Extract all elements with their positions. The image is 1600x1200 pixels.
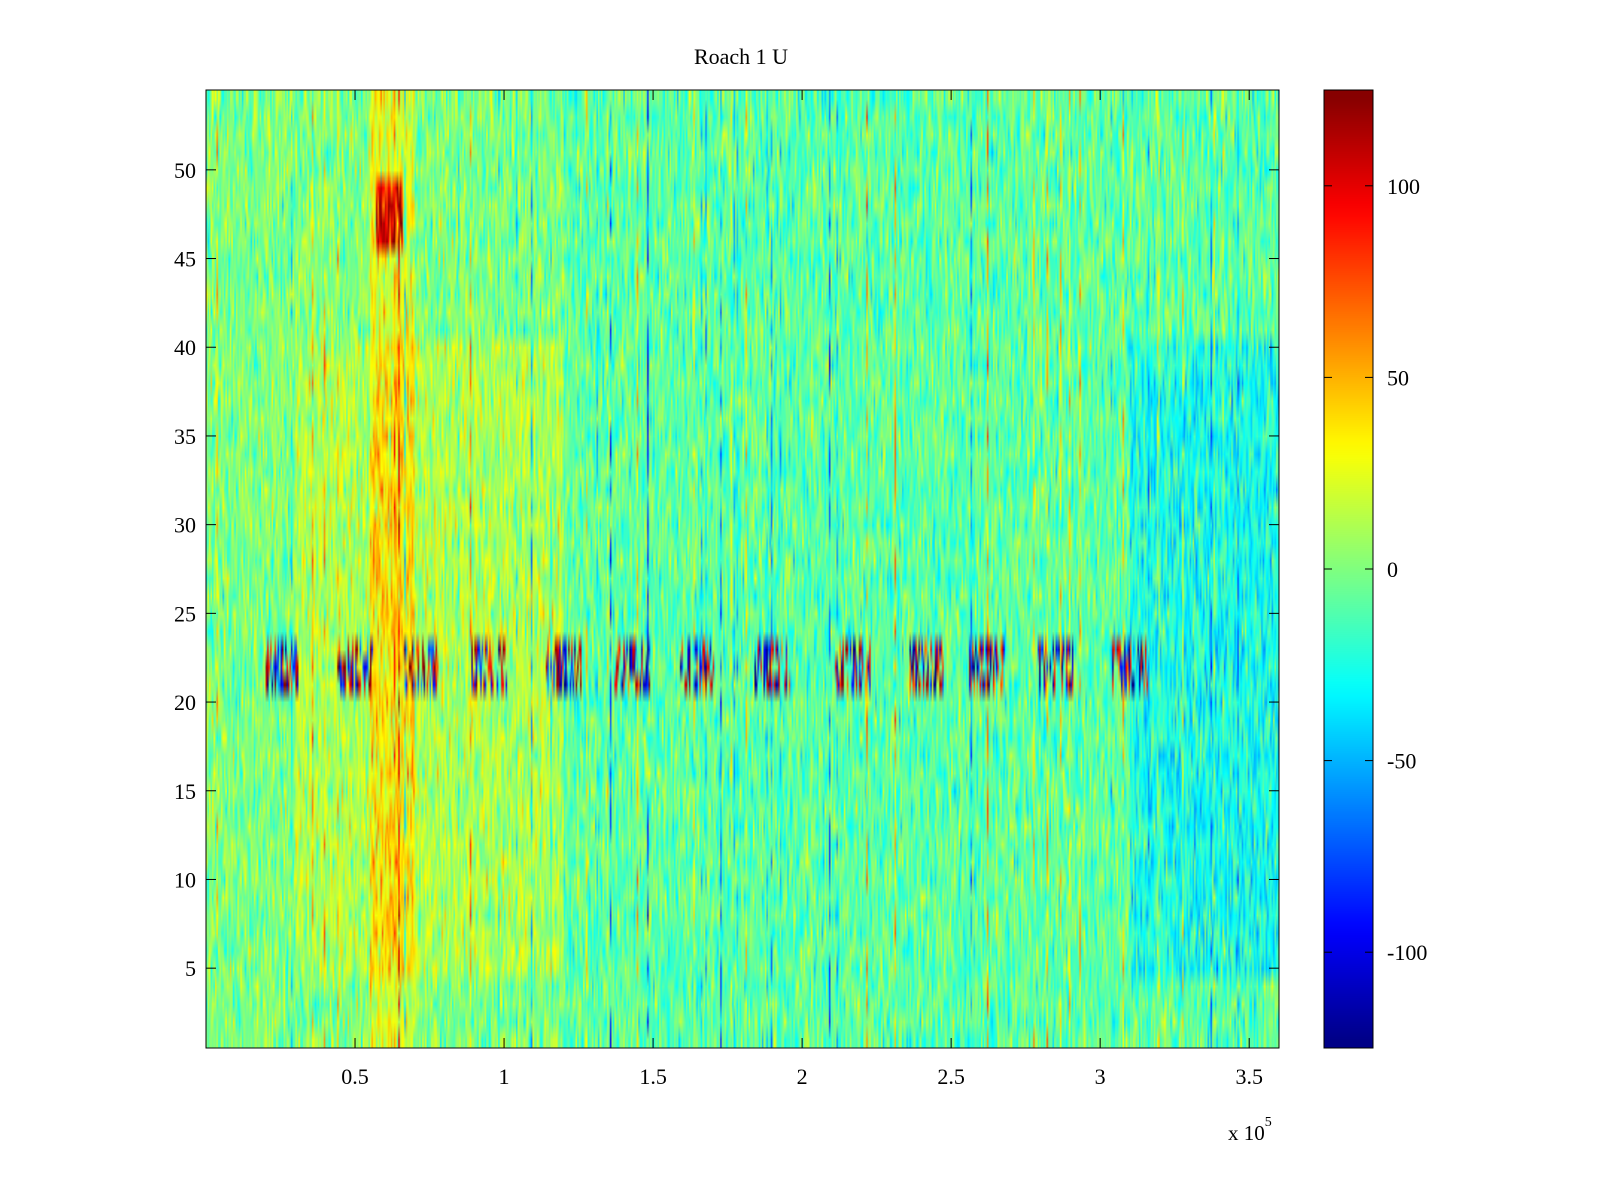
y-tick-label: 25 [174,601,196,626]
x-tick-label: 2 [797,1064,808,1089]
x-tick-label: 3.5 [1235,1064,1263,1089]
heatmap-image [206,90,1279,1048]
y-axis: 5 10 15 20 25 30 35 40 45 50 [174,158,1279,981]
colorbar-tick-label: -100 [1387,940,1427,965]
x-tick-label: 3 [1095,1064,1106,1089]
y-tick-label: 50 [174,158,196,183]
chart-title: Roach 1 U [694,44,788,69]
colorbar-tick-label: -50 [1387,749,1416,774]
y-tick-label: 40 [174,335,196,360]
colorbar-tick-label: 100 [1387,174,1420,199]
x-tick-label: 1.5 [639,1064,667,1089]
colorbar-tick-label: 0 [1387,557,1398,582]
y-tick-label: 30 [174,513,196,538]
x-tick-label: 0.5 [341,1064,369,1089]
colorbar-image [1324,90,1373,1048]
y-tick-label: 5 [185,956,196,981]
colorbar-tick-label: 50 [1387,365,1409,390]
x-tick-label: 2.5 [937,1064,965,1089]
plot-area [205,89,1280,1049]
x-tick-label: 1 [499,1064,510,1089]
y-tick-label: 45 [174,247,196,272]
y-tick-label: 35 [174,424,196,449]
colorbar: -100 -50 0 50 100 [1323,89,1427,1049]
y-tick-label: 10 [174,867,196,892]
x-axis: 0.5 1 1.5 2 2.5 3 3.5 [341,90,1263,1089]
plot-frame [205,89,1280,1049]
x-exponent-label: x 105 [1228,1115,1272,1145]
y-tick-label: 20 [174,690,196,715]
y-tick-label: 15 [174,779,196,804]
colorbar-ticks: -100 -50 0 50 100 [1324,174,1427,965]
